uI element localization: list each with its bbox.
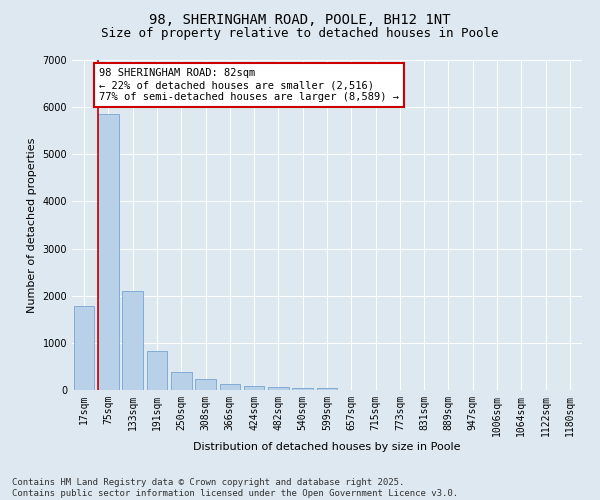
Bar — [122, 291, 143, 390]
Bar — [292, 388, 313, 390]
Bar — [146, 351, 167, 390]
Bar — [98, 114, 119, 390]
Bar — [171, 372, 191, 390]
Text: Size of property relative to detached houses in Poole: Size of property relative to detached ho… — [101, 28, 499, 40]
Bar — [317, 388, 337, 390]
Bar — [268, 386, 289, 390]
Bar — [74, 306, 94, 390]
Bar — [220, 384, 240, 390]
Bar — [195, 379, 216, 390]
Y-axis label: Number of detached properties: Number of detached properties — [27, 138, 37, 312]
Text: 98 SHERINGHAM ROAD: 82sqm
← 22% of detached houses are smaller (2,516)
77% of se: 98 SHERINGHAM ROAD: 82sqm ← 22% of detac… — [99, 68, 399, 102]
Text: Contains HM Land Registry data © Crown copyright and database right 2025.
Contai: Contains HM Land Registry data © Crown c… — [12, 478, 458, 498]
Bar — [244, 386, 265, 390]
Text: 98, SHERINGHAM ROAD, POOLE, BH12 1NT: 98, SHERINGHAM ROAD, POOLE, BH12 1NT — [149, 12, 451, 26]
X-axis label: Distribution of detached houses by size in Poole: Distribution of detached houses by size … — [193, 442, 461, 452]
